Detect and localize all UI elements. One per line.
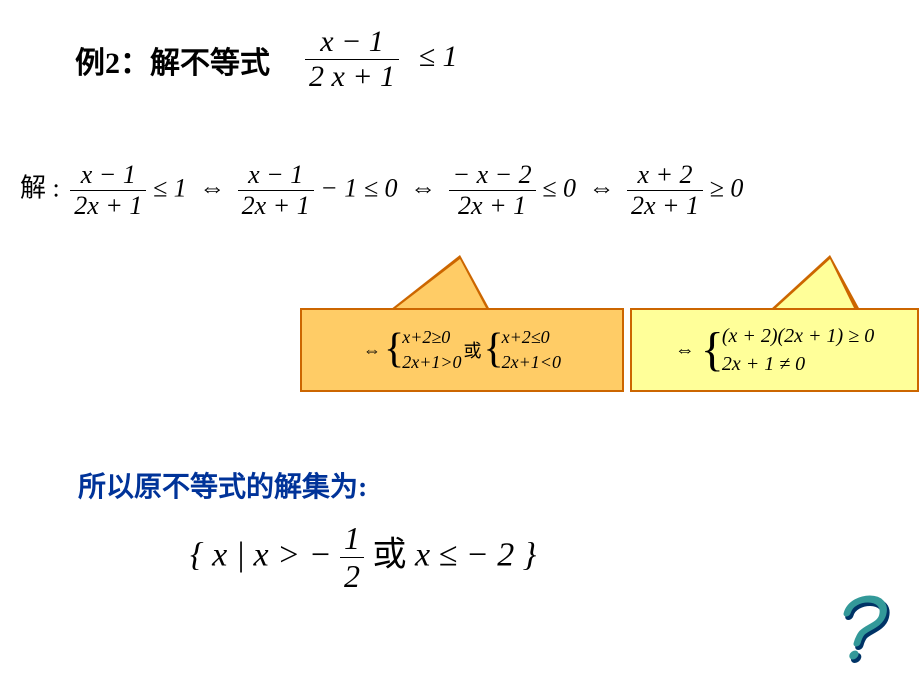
title-relation: ≤ 1 xyxy=(419,40,458,73)
question-mark-icon xyxy=(830,595,890,670)
yellow-pointer-icon xyxy=(770,255,860,310)
answer-set: { x | x > − 1 2 或 x ≤ − 2 } xyxy=(190,520,536,595)
conclusion-text: 所以原不等式的解集为: xyxy=(78,465,367,505)
example-title: 例2：解不等式 x − 1 2 x + 1 ≤ 1 xyxy=(75,25,458,94)
yellow-callout: ⇔ { (x + 2)(2x + 1) ≥ 0 2x + 1 ≠ 0 xyxy=(630,308,919,392)
solution-chain: 解 : x − 1 2x + 1 ≤ 1 ⇔ x − 1 2x + 1 − 1 … xyxy=(20,160,743,221)
solution-prefix: 解 : xyxy=(20,173,60,202)
title-label: 例2：解不等式 xyxy=(75,38,270,82)
callout-area: ⇔ { x+2≥0 2x+1>0 或 { x+2≤0 2x+1<0 ⇔ { (x… xyxy=(300,260,920,420)
orange-pointer-icon xyxy=(390,255,490,310)
orange-callout: ⇔ { x+2≥0 2x+1>0 或 { x+2≤0 2x+1<0 xyxy=(300,308,624,392)
title-fraction: x − 1 2 x + 1 xyxy=(305,25,399,94)
